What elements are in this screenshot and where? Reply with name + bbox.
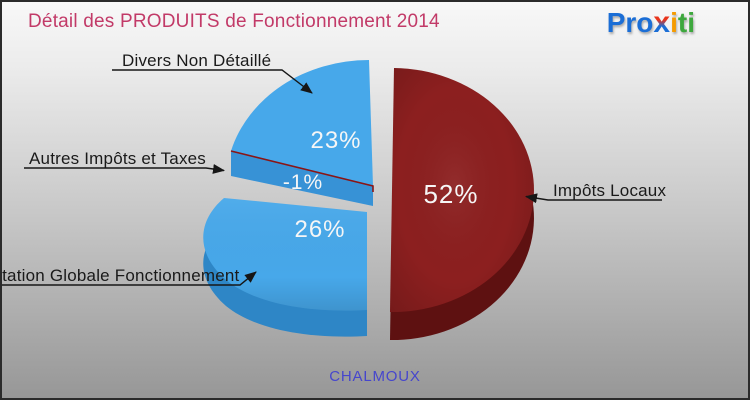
value-label-dotation: 26% xyxy=(294,216,345,243)
logo-text-t: t xyxy=(677,7,688,38)
logo-x-glyph: x xyxy=(653,6,671,39)
label-autres: Autres Impôts et Taxes xyxy=(29,149,206,168)
logo-text-i1: i xyxy=(670,7,678,38)
commune-name: CHALMOUX xyxy=(329,368,421,385)
negative-segment-line-autres xyxy=(230,150,374,192)
value-label-divers: 23% xyxy=(310,127,361,154)
pie-side-divers xyxy=(231,151,373,206)
leader-line-dotation xyxy=(2,271,257,286)
leader-line-divers xyxy=(112,69,313,94)
label-impots: Impôts Locaux xyxy=(553,181,667,200)
pie-segment-impots-locaux-shading xyxy=(390,68,534,313)
leader-line-autres xyxy=(24,164,225,174)
logo-text-pro: Pro xyxy=(606,7,654,38)
label-dotation: Dotation Globale Fonctionnement xyxy=(0,266,240,285)
chart-title: Détail des PRODUITS de Fonctionnement 20… xyxy=(28,11,440,32)
label-divers: Divers Non Détaillé xyxy=(122,51,272,70)
leader-line-impots xyxy=(525,193,662,204)
proxiti-logo[interactable]: Proxiti xyxy=(607,6,695,40)
logo-text-i2: i xyxy=(687,7,695,38)
pie-segment-divers xyxy=(231,59,373,186)
value-label-impots: 52% xyxy=(423,179,478,209)
value-label-autres: -1% xyxy=(283,171,323,194)
